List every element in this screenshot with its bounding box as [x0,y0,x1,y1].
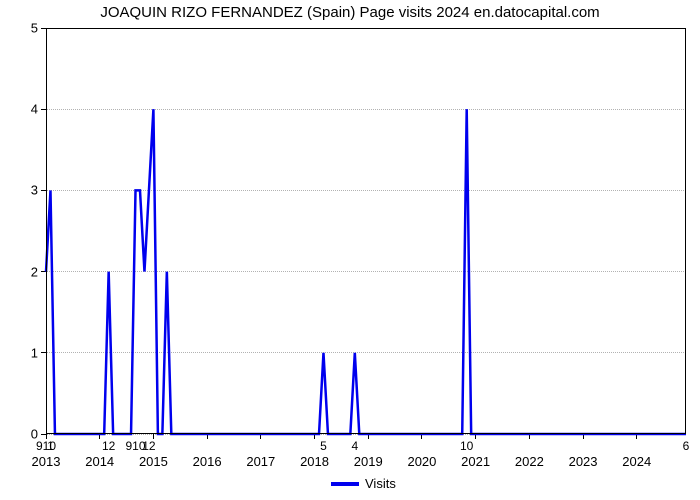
ytick-label: 2 [8,264,38,279]
ytick-label: 3 [8,183,38,198]
xtick-label: 2019 [354,454,383,469]
xtick-label: 2022 [515,454,544,469]
chart-title: JOAQUIN RIZO FERNANDEZ (Spain) Page visi… [0,4,700,21]
xtick-label: 2020 [407,454,436,469]
spine-bottom [46,433,686,434]
plot-area: 0123452013201420152016201720182019202020… [46,28,686,434]
xtick-label: 2018 [300,454,329,469]
ytick-label: 5 [8,21,38,36]
spine-right [685,28,686,434]
xtick-label: 2017 [246,454,275,469]
series-line [46,28,686,434]
xtick-label: 2016 [193,454,222,469]
spine-left [46,28,47,434]
xtick-label: 2021 [461,454,490,469]
value-annotation: 6 [683,439,690,453]
xtick-label: 2014 [85,454,114,469]
spine-top [46,28,686,29]
value-annotation: 10 [460,439,473,453]
xtick-label: 2023 [569,454,598,469]
legend-label: Visits [365,476,396,491]
xtick-label: 2013 [32,454,61,469]
ytick-label: 0 [8,427,38,442]
value-annotation: 12 [102,439,115,453]
value-annotation: 4 [351,439,358,453]
value-annotation: 1 [47,439,54,453]
legend-swatch [331,482,359,486]
value-annotation: 5 [320,439,327,453]
value-annotation: 12 [142,439,155,453]
xtick-label: 2024 [622,454,651,469]
ytick-label: 1 [8,345,38,360]
legend: Visits [331,476,396,491]
xtick-label: 2015 [139,454,168,469]
ytick-label: 4 [8,102,38,117]
